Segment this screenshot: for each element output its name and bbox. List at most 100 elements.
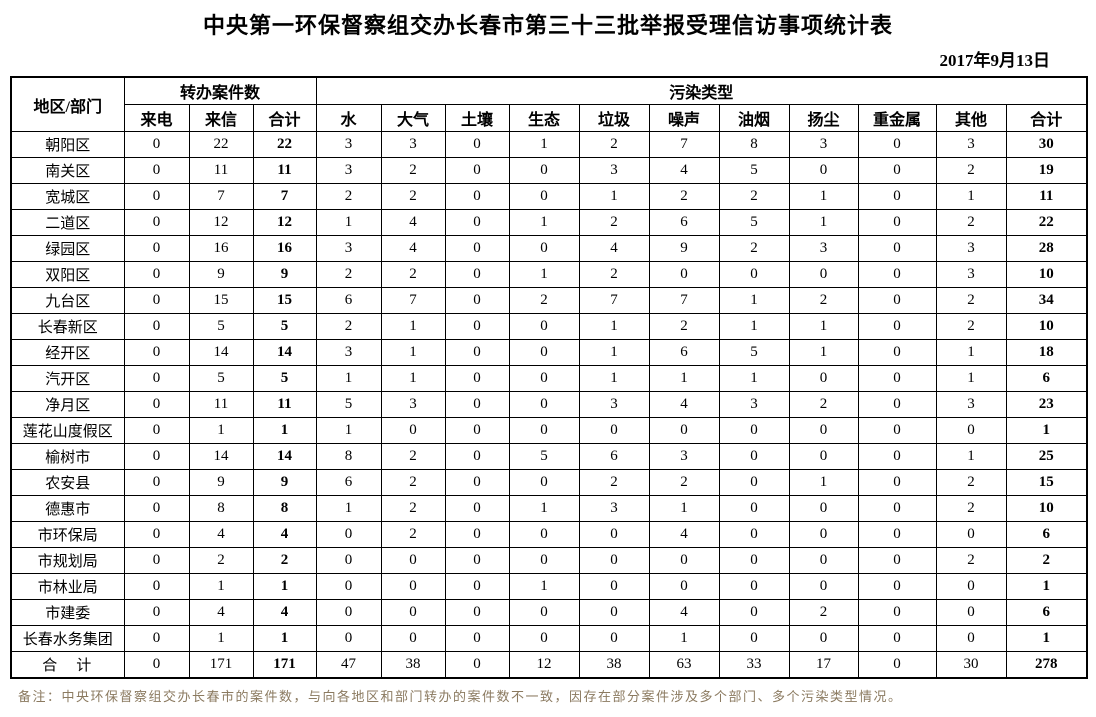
row-label: 市建委 bbox=[10, 599, 125, 626]
table-cell: 7 bbox=[380, 287, 446, 314]
table-cell: 1 bbox=[578, 365, 650, 392]
table-cell: 0 bbox=[935, 521, 1007, 548]
table-cell: 0 bbox=[508, 365, 580, 392]
table-cell: 0 bbox=[380, 417, 446, 444]
table-cell: 11 bbox=[252, 391, 317, 418]
table-cell: 0 bbox=[444, 651, 510, 679]
table-cell: 0 bbox=[857, 573, 937, 600]
table-row: 经开区 0 14 14 3 1 0 0 1 6 5 1 0 1 18 bbox=[10, 339, 1088, 366]
table-cell: 0 bbox=[857, 287, 937, 314]
table-cell: 1 bbox=[188, 417, 254, 444]
table-cell: 5 bbox=[718, 157, 790, 184]
table-cell: 0 bbox=[718, 521, 790, 548]
row-label: 莲花山度假区 bbox=[10, 417, 125, 444]
table-cell: 0 bbox=[444, 131, 510, 158]
table-cell: 4 bbox=[188, 599, 254, 626]
table-cell: 2 bbox=[315, 183, 382, 210]
table-cell: 6 bbox=[1005, 599, 1088, 626]
table-cell: 0 bbox=[380, 547, 446, 574]
table-cell: 0 bbox=[444, 573, 510, 600]
column-header: 合计 bbox=[252, 104, 317, 132]
table-cell: 0 bbox=[123, 313, 190, 340]
table-cell: 0 bbox=[123, 521, 190, 548]
table-cell: 1 bbox=[188, 625, 254, 652]
table-cell: 0 bbox=[123, 287, 190, 314]
table-cell: 23 bbox=[1005, 391, 1088, 418]
table-cell: 0 bbox=[857, 209, 937, 236]
table-cell: 0 bbox=[857, 469, 937, 496]
table-cell: 8 bbox=[252, 495, 317, 522]
table-cell: 2 bbox=[648, 469, 720, 496]
page-title: 中央第一环保督察组交办长春市第三十三批举报受理信访事项统计表 bbox=[202, 14, 893, 39]
table-cell: 0 bbox=[123, 573, 190, 600]
table-cell: 14 bbox=[252, 339, 317, 366]
table-cell: 2 bbox=[718, 183, 790, 210]
table-cell: 1 bbox=[508, 261, 580, 288]
table-cell: 6 bbox=[578, 443, 650, 470]
table-cell: 30 bbox=[935, 651, 1007, 679]
table-cell: 2 bbox=[188, 547, 254, 574]
table-row: 南关区 0 11 11 3 2 0 0 3 4 5 0 0 2 19 bbox=[10, 157, 1088, 184]
table-cell: 0 bbox=[444, 183, 510, 210]
table-row: 二道区 0 12 12 1 4 0 1 2 6 5 1 0 2 22 bbox=[10, 209, 1088, 236]
table-cell: 1 bbox=[315, 365, 382, 392]
table-cell: 0 bbox=[123, 391, 190, 418]
table-cell: 0 bbox=[788, 495, 859, 522]
table-cell: 0 bbox=[718, 625, 790, 652]
table-cell: 1 bbox=[380, 365, 446, 392]
table-cell: 1 bbox=[935, 443, 1007, 470]
row-label: 农安县 bbox=[10, 469, 125, 496]
table-cell: 2 bbox=[315, 261, 382, 288]
table-cell: 0 bbox=[578, 417, 650, 444]
table-cell: 38 bbox=[380, 651, 446, 679]
table-cell: 12 bbox=[188, 209, 254, 236]
table-cell: 2 bbox=[380, 495, 446, 522]
table-cell: 1 bbox=[788, 183, 859, 210]
table-cell: 0 bbox=[648, 417, 720, 444]
table-cell: 0 bbox=[444, 287, 510, 314]
column-header: 垃圾 bbox=[578, 104, 650, 132]
table-cell: 0 bbox=[857, 183, 937, 210]
table-cell: 3 bbox=[935, 391, 1007, 418]
table-cell: 0 bbox=[935, 573, 1007, 600]
table-cell: 2 bbox=[648, 183, 720, 210]
table-cell: 0 bbox=[508, 521, 580, 548]
table-cell: 0 bbox=[857, 391, 937, 418]
table-cell: 0 bbox=[508, 313, 580, 340]
row-label: 市规划局 bbox=[10, 547, 125, 574]
table-cell: 3 bbox=[578, 157, 650, 184]
table-cell: 2 bbox=[315, 313, 382, 340]
statistics-table: 地区/部门 转办案件数 污染类型 来电 来信 合计水大气 土壤 生态 垃圾 噪声 油烟 扬尘 重金… bbox=[10, 76, 1089, 679]
table-cell: 0 bbox=[718, 495, 790, 522]
table-cell: 14 bbox=[188, 443, 254, 470]
table-cell: 1 bbox=[1005, 573, 1088, 600]
table-cell: 0 bbox=[718, 573, 790, 600]
table-cell: 5 bbox=[252, 365, 317, 392]
table-cell: 1 bbox=[508, 495, 580, 522]
table-cell: 3 bbox=[315, 339, 382, 366]
row-label: 汽开区 bbox=[10, 365, 125, 392]
table-cell: 0 bbox=[857, 261, 937, 288]
table-cell: 1 bbox=[508, 131, 580, 158]
table-header: 地区/部门 转办案件数 污染类型 来电 来信 合计水大气 土壤 生态 垃圾 噪声 油烟 扬尘 重金… bbox=[10, 76, 1088, 132]
table-cell: 1 bbox=[252, 417, 317, 444]
table-cell: 0 bbox=[857, 495, 937, 522]
table-cell: 0 bbox=[718, 417, 790, 444]
table-cell: 0 bbox=[857, 365, 937, 392]
table-cell: 0 bbox=[857, 339, 937, 366]
row-label: 市林业局 bbox=[10, 573, 125, 600]
table-cell: 1 bbox=[188, 573, 254, 600]
table-cell: 171 bbox=[188, 651, 254, 679]
table-cell: 8 bbox=[315, 443, 382, 470]
table-cell: 1 bbox=[1005, 625, 1088, 652]
table-cell: 9 bbox=[188, 261, 254, 288]
table-cell: 3 bbox=[578, 391, 650, 418]
table-cell: 1 bbox=[508, 209, 580, 236]
table-cell: 7 bbox=[648, 287, 720, 314]
table-cell: 0 bbox=[648, 261, 720, 288]
row-label: 宽城区 bbox=[10, 183, 125, 210]
table-cell: 16 bbox=[188, 235, 254, 262]
table-cell: 5 bbox=[718, 209, 790, 236]
table-cell: 3 bbox=[935, 131, 1007, 158]
